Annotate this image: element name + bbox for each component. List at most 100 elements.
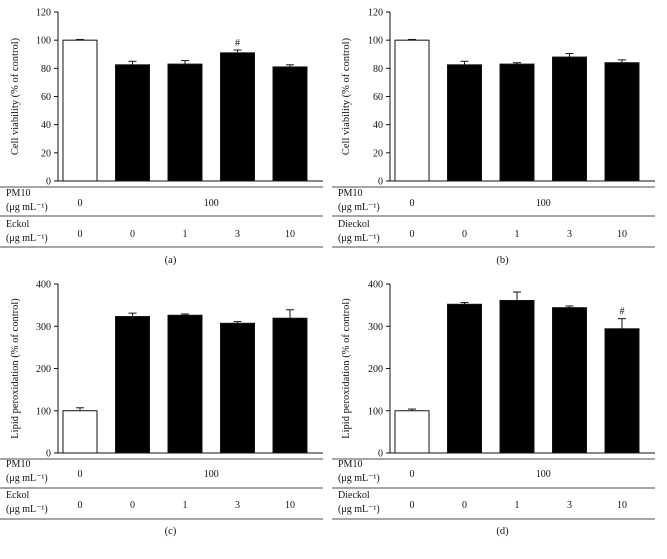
y-tick-label: 0 [46,177,51,188]
bar [272,66,308,182]
y-axis-label: Lipid peroxidation (% of control) [10,298,21,439]
row-label-name: Eckol [6,219,30,230]
row-value: 100 [204,469,219,480]
row-value: 0 [78,500,83,511]
y-tick-label: 300 [368,322,383,333]
row-value: 0 [410,500,415,511]
y-tick-label: 100 [36,36,51,47]
row-value: 100 [536,469,551,480]
row-value: 0 [410,229,415,240]
bar [447,303,482,454]
bar [552,56,587,182]
bar [115,64,150,182]
row-value: 0 [462,500,467,511]
y-axis-label: Cell viability (% of control) [10,37,21,155]
row-value: 0 [410,198,415,209]
row-value: 1 [515,229,520,240]
y-tick-label: 0 [46,449,51,460]
y-tick-label: 60 [373,92,383,103]
y-tick-label: 200 [368,364,383,375]
row-label-unit: (μg mL⁻¹) [6,233,48,244]
bar [499,63,535,182]
row-label-unit: (μg mL⁻¹) [6,473,48,484]
y-tick-label: 20 [373,148,383,159]
row-value: 1 [183,229,188,240]
bar [552,307,587,454]
bar [220,52,255,182]
significance-mark: # [235,38,240,49]
y-tick-label: 400 [36,280,51,291]
y-tick-label: 20 [41,148,51,159]
panel-label: (d) [496,526,509,537]
bar [220,322,255,454]
bar [167,63,203,182]
row-value: 0 [130,229,135,240]
row-value: 0 [462,229,467,240]
row-value: 3 [567,229,572,240]
row-value: 0 [78,198,83,209]
row-label-unit: (μg mL⁻¹) [338,473,380,484]
row-value: 3 [567,500,572,511]
bar [447,64,482,182]
row-value: 100 [536,198,551,209]
y-tick-label: 80 [41,64,51,75]
y-tick-label: 0 [378,177,383,188]
row-value: 10 [617,500,627,511]
row-value: 0 [78,469,83,480]
row-label-name: PM10 [6,188,30,199]
panel-label: (b) [496,255,509,266]
y-tick-label: 400 [368,280,383,291]
y-tick-label: 60 [41,92,51,103]
row-label-name: Dieckol [338,219,370,230]
row-label-unit: (μg mL⁻¹) [338,504,380,515]
row-value: 3 [235,500,240,511]
row-label-unit: (μg mL⁻¹) [6,202,48,213]
bar [604,328,640,454]
row-value: 1 [183,500,188,511]
row-label-name: Eckol [6,490,30,501]
row-value: 10 [285,229,295,240]
bar [62,39,98,182]
row-value: 0 [130,500,135,511]
row-label-unit: (μg mL⁻¹) [338,202,380,213]
y-tick-label: 120 [36,8,51,19]
row-label-name: PM10 [6,459,30,470]
row-label-unit: (μg mL⁻¹) [338,233,380,244]
y-tick-label: 100 [368,36,383,47]
bar [272,317,308,454]
y-tick-label: 80 [373,64,383,75]
panel-label: (c) [165,526,177,537]
bar [604,62,640,182]
row-value: 3 [235,229,240,240]
y-tick-label: 0 [378,449,383,460]
y-tick-label: 40 [41,120,51,131]
y-tick-label: 200 [36,364,51,375]
y-axis-label: Cell viability (% of control) [341,37,352,155]
bar [167,314,203,454]
row-label-unit: (μg mL⁻¹) [6,504,48,515]
row-value: 10 [617,229,627,240]
bar [115,316,150,454]
row-value: 10 [285,500,295,511]
y-tick-label: 100 [36,406,51,417]
bar [394,410,430,454]
bar [394,39,430,182]
y-tick-label: 100 [368,406,383,417]
panel-label: (a) [165,255,177,266]
row-value: 100 [204,198,219,209]
y-tick-label: 40 [373,120,383,131]
row-label-name: PM10 [338,188,362,199]
y-axis-label: Lipid peroxidation (% of control) [341,298,352,439]
bar [62,410,98,454]
y-tick-label: 120 [368,8,383,19]
y-tick-label: 300 [36,322,51,333]
row-value: 0 [78,229,83,240]
row-value: 1 [515,500,520,511]
row-label-name: Dieckol [338,490,370,501]
row-label-name: PM10 [338,459,362,470]
